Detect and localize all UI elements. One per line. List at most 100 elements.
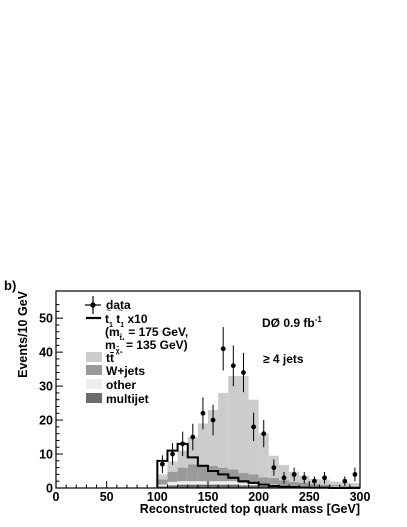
data-marker: [301, 475, 307, 481]
x-tick-label: 50: [100, 490, 114, 504]
bar-multijet: [197, 484, 208, 488]
data-marker: [322, 475, 327, 481]
bar-multijet: [268, 486, 279, 488]
bar-w-jets: [157, 479, 168, 485]
data-marker: [220, 346, 226, 352]
data-point: [190, 423, 196, 451]
bar-w-jets: [289, 481, 300, 486]
bar-w-jets: [258, 477, 269, 485]
bar-other: [177, 481, 188, 485]
experiment-label: DØ 0.9 fb-1: [262, 315, 322, 330]
bar-tt: [329, 481, 340, 485]
bar-w-jets: [177, 467, 188, 482]
bar-w-jets: [197, 464, 208, 482]
legend-other-swatch: [86, 379, 102, 389]
jets-label: ≥ 4 jets: [263, 352, 304, 366]
bar-other: [157, 484, 168, 487]
bar-multijet: [208, 484, 219, 488]
bar-tt: [157, 474, 168, 480]
bar-other: [228, 481, 239, 485]
data-marker: [190, 434, 196, 440]
y-tick-label: 40: [39, 346, 53, 360]
legend-signal-line1: t1 t1 x10: [105, 312, 148, 329]
bar-other: [187, 481, 198, 485]
data-point: [281, 472, 287, 484]
y-tick-label: 30: [39, 380, 53, 394]
data-marker: [241, 370, 246, 375]
x-tick-label: 250: [299, 490, 320, 504]
data-marker: [261, 431, 267, 437]
bar-tt: [218, 392, 229, 468]
data-marker: [291, 472, 297, 477]
x-tick-label: 300: [350, 490, 371, 504]
y-tick-label: 0: [46, 482, 53, 496]
data-point: [210, 404, 216, 436]
x-tick-label: 150: [198, 490, 219, 504]
panel-label: b): [4, 278, 16, 293]
x-tick-label: 0: [53, 490, 60, 504]
bar-tt: [177, 450, 188, 468]
bar-tt: [349, 483, 360, 486]
data-point: [160, 455, 165, 474]
bar-multijet: [157, 486, 168, 488]
data-point: [170, 443, 175, 465]
bar-other: [248, 482, 259, 486]
bar-multijet: [177, 484, 188, 488]
legend: data t1 t1 x10 ~ ~ (mt̃₁ = 175 GeV, mχ̃₁…: [85, 296, 188, 406]
bar-w-jets: [187, 464, 198, 482]
bar-multijet: [187, 484, 198, 488]
data-marker: [160, 461, 165, 467]
bar-w-jets: [238, 472, 249, 483]
bar-w-jets: [339, 485, 350, 488]
bar-tt: [208, 409, 219, 466]
y-tick-label: 50: [39, 312, 53, 326]
legend-other-label: other: [106, 378, 136, 392]
y-axis: 0 10 20 30 40 50: [39, 304, 63, 496]
x-tick-label: 200: [248, 490, 269, 504]
data-marker: [281, 475, 287, 481]
x-axis: 0 50 100 150 200 250 300: [53, 481, 371, 504]
data-marker: [210, 417, 216, 423]
bar-w-jets: [228, 469, 239, 482]
legend-wjets-swatch: [86, 365, 102, 375]
bar-w-jets: [208, 465, 219, 482]
bar-multijet: [167, 485, 178, 488]
bar-other: [238, 482, 249, 486]
bar-w-jets: [349, 485, 360, 488]
x-tick-label: 100: [147, 490, 168, 504]
data-points: [160, 327, 358, 486]
bar-multijet: [248, 485, 259, 488]
data-marker: [352, 472, 358, 477]
data-point: [241, 352, 246, 393]
bar-other: [197, 481, 208, 485]
bar-w-jets: [299, 482, 310, 486]
data-point: [200, 397, 206, 430]
data-point: [251, 412, 256, 442]
legend-ttbar-label: tt̄: [106, 351, 114, 365]
bar-other: [167, 481, 178, 486]
legend-ttbar-swatch: [86, 352, 102, 362]
data-point: [301, 472, 307, 484]
bar-tt: [197, 423, 208, 465]
bar-multijet: [228, 484, 239, 488]
data-point: [180, 431, 186, 457]
bar-w-jets: [329, 484, 340, 487]
data-point: [271, 459, 277, 476]
bar-tt: [258, 433, 269, 478]
data-marker: [342, 478, 348, 484]
bar-other: [329, 486, 340, 488]
legend-signal-line2: (mt̃₁ = 175 GeV,: [105, 325, 188, 342]
data-marker: [230, 363, 236, 369]
bar-tt: [187, 437, 198, 465]
data-point: [291, 467, 297, 482]
bar-w-jets: [248, 474, 259, 483]
x-axis-label: Reconstructed top quark mass [GeV]: [140, 502, 360, 516]
bar-multijet: [258, 485, 269, 488]
bar-tt: [228, 375, 239, 470]
legend-multijet-label: multijet: [106, 392, 149, 406]
data-point: [322, 472, 327, 484]
data-point: [312, 476, 317, 486]
bar-w-jets: [167, 471, 178, 482]
bar-w-jets: [319, 484, 330, 487]
